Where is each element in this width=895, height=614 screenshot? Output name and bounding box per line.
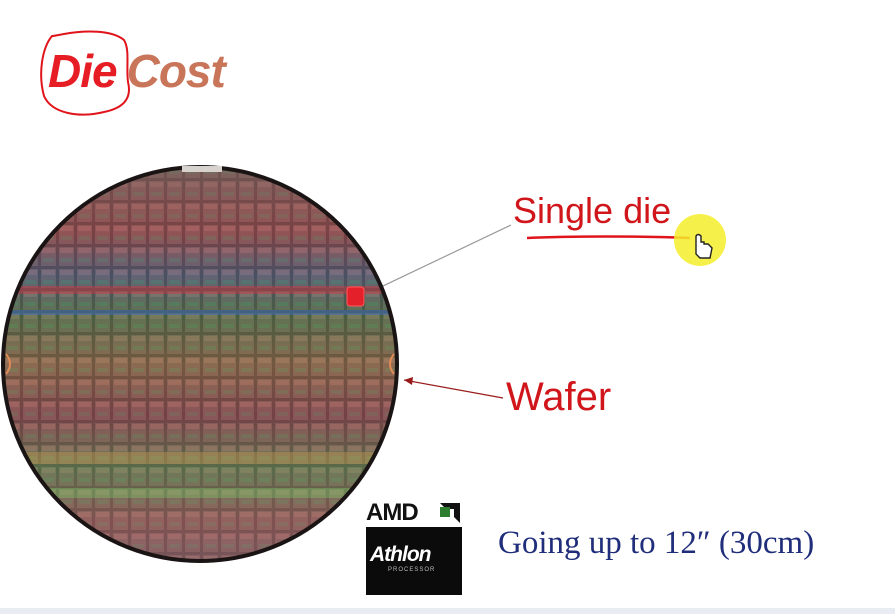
wafer-size-caption: Going up to 12″ (30cm) [498,525,815,561]
single-die-label: Single die [513,190,672,231]
bottom-strip [0,608,895,614]
wafer-arrowhead [404,377,413,385]
highlighted-single-die [346,286,365,307]
wafer-pointer-line [403,379,504,399]
single-die-underline [526,235,691,240]
amd-brand-text: AMD [366,499,419,526]
athlon-product-text: Athlon [370,543,431,566]
amd-logo: AMD [366,499,460,526]
title-word-die: Die [48,45,118,97]
pointer-hand-icon [674,214,726,266]
single-die-pointer-line [361,224,512,297]
slide-title: Die Cost [48,44,226,98]
athlon-logo: Athlon PROCESSOR [366,527,462,595]
athlon-sub-text: PROCESSOR [388,567,436,573]
amd-arrow-logo-icon [440,503,460,523]
wafer-label: Wafer [506,375,612,419]
die-circle-annotation [40,30,130,116]
title-word-cost: Cost [126,45,226,97]
